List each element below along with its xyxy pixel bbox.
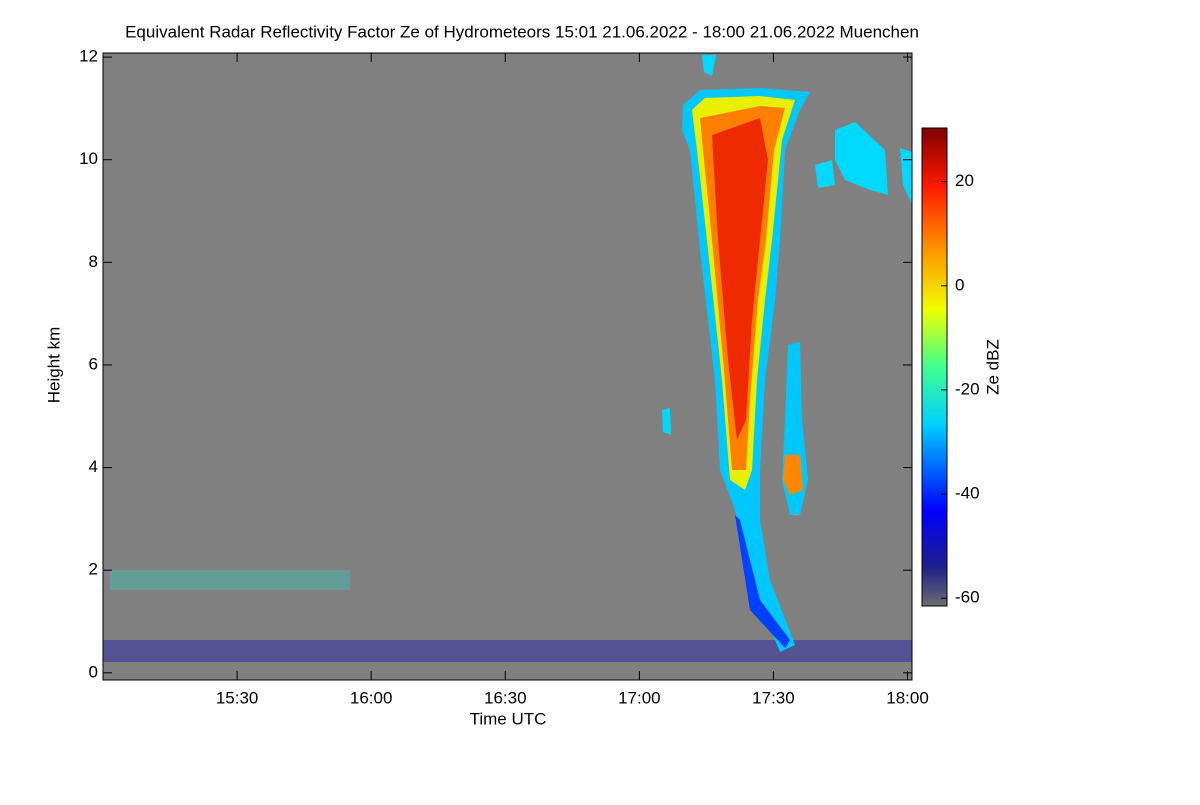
colorbar bbox=[921, 127, 948, 607]
colorbar-tick-label: -40 bbox=[955, 484, 980, 503]
colorbar-tick-label: 20 bbox=[955, 171, 974, 190]
colorbar-tick-label: 0 bbox=[955, 275, 964, 294]
y-tick-label: 2 bbox=[89, 560, 98, 579]
y-tick-label: 10 bbox=[79, 149, 98, 168]
x-tick-label: 16:30 bbox=[484, 688, 527, 707]
echo bbox=[103, 55, 912, 662]
x-tick-label: 15:30 bbox=[216, 688, 259, 707]
y-tick-label: 4 bbox=[89, 457, 98, 476]
colorbar-label: Ze dBZ bbox=[983, 339, 1002, 395]
chart-title: Equivalent Radar Reflectivity Factor Ze … bbox=[125, 22, 919, 41]
plot-frame bbox=[102, 52, 913, 681]
colorbar-tick-label: -20 bbox=[955, 379, 980, 398]
x-tick-label: 17:00 bbox=[618, 688, 661, 707]
y-tick-label: 8 bbox=[89, 252, 98, 271]
y-tick-label: 6 bbox=[89, 354, 98, 373]
x-axis-label: Time UTC bbox=[470, 709, 547, 728]
x-tick-label: 16:00 bbox=[350, 688, 393, 707]
x-tick-label: 18:00 bbox=[886, 688, 929, 707]
y-tick-label: 0 bbox=[89, 662, 98, 681]
y-tick-label: 12 bbox=[79, 47, 98, 66]
x-tick-label: 17:30 bbox=[752, 688, 795, 707]
colorbar-tick-label: -60 bbox=[955, 588, 980, 607]
y-axis-label: Height km bbox=[44, 327, 63, 404]
